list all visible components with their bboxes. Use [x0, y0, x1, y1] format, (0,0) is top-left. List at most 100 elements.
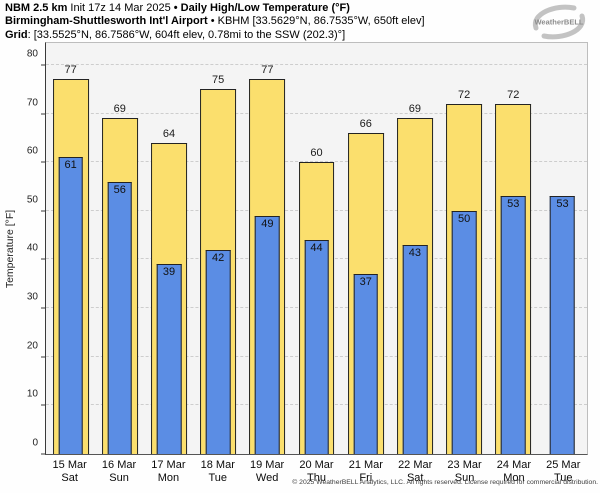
day-label-weekday: Sun: [454, 472, 475, 484]
day-column-3: 64 39: [144, 43, 193, 454]
ytick-label-60: 60: [26, 145, 38, 157]
gridline-60: [46, 161, 587, 163]
chart-title: • Daily High/Low Temperature (°F): [173, 2, 350, 14]
copyright-footer: © 2025 WeatherBELL Analytics, LLC. All r…: [292, 479, 598, 486]
day-label-weekday: Thu: [306, 472, 326, 484]
day-label-date: 20 Mar: [299, 459, 334, 471]
station-name: Birmingham-Shuttlesworth Int'l Airport: [5, 15, 208, 28]
gridline-80: [46, 63, 587, 65]
low-value-label: 39: [162, 266, 176, 279]
ytick-label-30: 30: [26, 291, 38, 303]
low-bar: 53: [550, 196, 575, 454]
high-value-label: 77: [261, 64, 274, 77]
day-label-weekday: Fri: [359, 472, 373, 484]
day-label-weekday: Sat: [61, 472, 78, 484]
ytick-mark-10: [41, 404, 45, 406]
ytick-label-80: 80: [26, 48, 38, 60]
day-label-2: 16 Mar Sun: [94, 459, 143, 485]
day-label-8: 22 Mar Sat: [391, 459, 440, 485]
low-bar: 53: [500, 196, 526, 454]
ytick-mark-70: [41, 113, 45, 115]
day-label-weekday: Tue: [208, 472, 228, 484]
low-bar: 39: [156, 264, 182, 454]
high-value-label: 66: [359, 117, 372, 130]
day-label-date: 19 Mar: [249, 459, 285, 471]
low-bar: 42: [205, 249, 231, 454]
day-label-weekday: Sun: [109, 472, 129, 484]
day-label-date: 21 Mar: [348, 459, 383, 471]
low-value-label: 37: [359, 276, 372, 289]
day-label-weekday: Tue: [554, 472, 573, 484]
day-label-11: 25 Mar Tue: [539, 459, 588, 485]
y-axis-title: Temperature [°F]: [4, 209, 16, 289]
day-label-date: 16 Mar: [101, 459, 137, 471]
chart-header: NBM 2.5 km Init 17z 14 Mar 2025 • Daily …: [5, 2, 425, 42]
day-column-9: 72 50: [440, 43, 489, 454]
day-label-9: 23 Mar Sun: [440, 459, 489, 485]
ytick-label-0: 0: [32, 437, 38, 449]
low-bar: 50: [451, 210, 477, 454]
weatherbell-logo: WeatherBELL: [532, 4, 586, 40]
low-value-label: 43: [408, 246, 422, 259]
low-bar: 56: [107, 181, 133, 454]
gridline-70: [46, 112, 587, 114]
low-value-label: 50: [457, 212, 471, 225]
init-time: Init 17z 14 Mar 2025: [67, 2, 174, 14]
ytick-mark-40: [41, 258, 45, 260]
day-label-4: 18 Mar Tue: [193, 459, 242, 485]
day-label-date: 24 Mar: [496, 459, 532, 471]
ytick-label-40: 40: [26, 242, 38, 254]
day-column-10: 72 53: [489, 43, 538, 454]
day-label-date: 23 Mar: [447, 459, 482, 471]
ytick-label-50: 50: [26, 194, 38, 206]
logo-text: WeatherBELL: [534, 18, 583, 27]
day-label-date: 22 Mar: [398, 459, 433, 471]
high-value-label: 64: [162, 127, 176, 140]
low-value-label: 49: [261, 217, 274, 230]
high-value-label: 72: [457, 88, 471, 101]
ytick-mark-80: [41, 64, 45, 66]
grid-label: Grid: [5, 28, 28, 41]
day-column-11: 53: [538, 43, 587, 454]
day-column-2: 69 56: [95, 43, 144, 454]
header-line-3: Grid: [33.5525°N, 86.7586°W, 604ft elev,…: [5, 29, 425, 42]
day-column-7: 66 37: [341, 43, 390, 454]
ytick-mark-60: [41, 161, 45, 163]
day-column-1: 77 61: [46, 43, 95, 454]
day-label-date: 25 Mar: [546, 459, 581, 471]
day-label-6: 20 Mar Thu: [292, 459, 341, 485]
ytick-mark-0: [41, 453, 45, 455]
low-value-label: 53: [507, 198, 520, 211]
bar-columns: 77 61 69 56 64 39 75 42 77 49 60 44 66 37 69 43 72 50 72 53…: [46, 43, 587, 454]
day-label-date: 18 Mar: [200, 459, 235, 471]
day-label-5: 19 Mar Wed: [242, 459, 291, 485]
day-label-weekday: Mon: [157, 472, 180, 484]
high-value-label: 69: [408, 103, 422, 116]
header-line-2: Birmingham-Shuttlesworth Int'l Airport •…: [5, 15, 425, 28]
day-label-3: 17 Mar Mon: [144, 459, 193, 485]
day-column-4: 75 42: [194, 43, 243, 454]
low-value-label: 53: [556, 198, 569, 211]
day-label-date: 15 Mar: [52, 459, 87, 471]
day-label-10: 24 Mar Mon: [489, 459, 538, 485]
low-bar: 49: [255, 215, 280, 454]
x-axis-labels: 15 Mar Sat 16 Mar Sun 17 Mar Mon 18 Mar Tue 19 M…: [45, 459, 588, 485]
ytick-label-70: 70: [26, 97, 38, 109]
high-value-label: 60: [310, 147, 323, 160]
station-coords: • KBHM [33.5629°N, 86.7535°W, 650ft elev…: [207, 15, 425, 28]
day-label-weekday: Wed: [255, 472, 279, 484]
ytick-label-10: 10: [26, 388, 38, 400]
model-name: NBM 2.5 km: [5, 2, 68, 14]
low-value-label: 42: [212, 251, 225, 264]
logo-swirl-bottom: [541, 13, 586, 40]
high-value-label: 75: [212, 74, 225, 87]
day-label-weekday: Sat: [406, 472, 424, 484]
day-label-weekday: Mon: [503, 472, 525, 484]
ytick-mark-50: [41, 210, 45, 212]
logo-swirl-top: [532, 4, 577, 31]
low-bar: 61: [58, 157, 83, 454]
day-column-8: 69 43: [390, 43, 439, 454]
low-bar: 44: [304, 240, 329, 454]
grid-coords: : [33.5525°N, 86.7586°W, 604ft elev, 0.7…: [27, 28, 346, 41]
